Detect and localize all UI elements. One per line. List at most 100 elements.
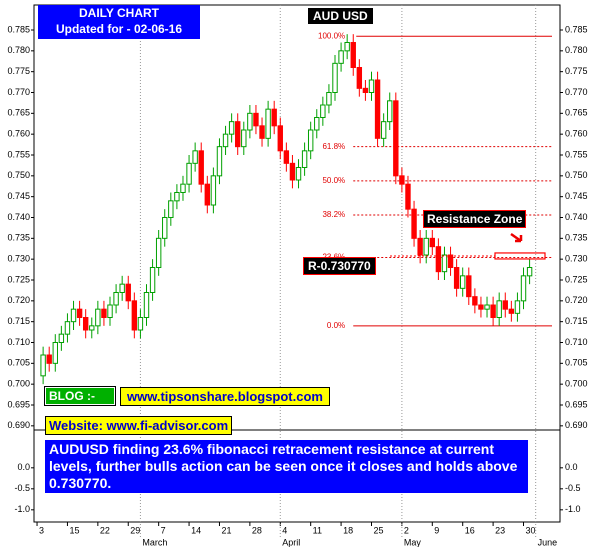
y-tick-label: 0.690 xyxy=(7,420,30,430)
x-tick-label: 29 xyxy=(130,525,140,535)
x-tick-label: 11 xyxy=(313,525,322,535)
y-tick-label: 0.740 xyxy=(565,212,588,222)
candle-body xyxy=(514,300,521,314)
candle-body xyxy=(119,283,125,293)
y-tick-label: 0.0 xyxy=(565,462,578,472)
candle-body xyxy=(204,183,211,206)
candle-body xyxy=(295,167,302,181)
y-tick-label: 0.760 xyxy=(565,129,588,139)
candle-body xyxy=(484,304,490,310)
y-tick-label: 0.710 xyxy=(565,337,588,347)
candle-body xyxy=(52,342,58,364)
candle-body xyxy=(502,300,508,310)
candle-body xyxy=(380,121,387,139)
candle-body xyxy=(216,146,223,177)
header-line: Updated for - 02-06-16 xyxy=(55,22,183,36)
x-tick-label: 30 xyxy=(526,525,536,535)
candle-body xyxy=(332,62,338,93)
website-link[interactable]: Website: www.fi-advisor.com xyxy=(45,416,233,435)
candle-body xyxy=(162,217,168,239)
y-tick-label: 0.710 xyxy=(7,337,30,347)
y-tick-label: -1.0 xyxy=(565,504,581,514)
candle-body xyxy=(405,183,411,210)
candle-body xyxy=(301,150,308,168)
fib-label: 50.0% xyxy=(322,176,345,185)
candle-body xyxy=(423,237,429,256)
x-tick-label: 15 xyxy=(69,525,79,535)
candle-body xyxy=(247,112,253,131)
x-tick-label: 7 xyxy=(161,525,166,535)
candle-body xyxy=(307,129,314,152)
y-tick-label: 0.0 xyxy=(17,462,30,472)
candle-body xyxy=(387,100,393,123)
candle-body xyxy=(472,296,478,306)
resistance-label: R-0.730770 xyxy=(303,257,376,275)
candle-body xyxy=(466,275,472,298)
y-tick-label: 0.725 xyxy=(7,274,30,284)
y-tick-label: 0.750 xyxy=(565,170,588,180)
y-tick-label: 0.785 xyxy=(565,24,588,34)
blog-link[interactable]: www.tipsonshare.blogspot.com xyxy=(120,387,330,406)
candle-body xyxy=(326,92,332,106)
y-tick-label: 0.785 xyxy=(7,24,30,34)
candle-body xyxy=(338,50,344,64)
x-tick-label: 28 xyxy=(252,525,262,535)
x-tick-label: 4 xyxy=(282,525,287,535)
x-tick-label: 9 xyxy=(434,525,439,535)
candle-body xyxy=(447,254,454,268)
x-tick-label: 23 xyxy=(495,525,505,535)
candle-body xyxy=(526,267,533,277)
y-tick-label: 0.695 xyxy=(7,399,30,409)
header-box: DAILY CHART Updated for - 02-06-16 xyxy=(38,5,200,39)
y-tick-label: 0.750 xyxy=(7,170,30,180)
month-label: April xyxy=(282,537,300,547)
candle-body xyxy=(82,317,89,331)
candle-body xyxy=(429,237,436,248)
candle-body xyxy=(441,254,448,273)
header-line: DAILY CHART xyxy=(78,6,159,20)
y-tick-label: 0.740 xyxy=(7,212,30,222)
candle-body xyxy=(235,121,241,148)
resistance-zone xyxy=(494,252,546,260)
candle-body xyxy=(490,304,496,318)
x-tick-label: 3 xyxy=(39,525,44,535)
resistance-zone-label: Resistance Zone xyxy=(423,210,527,228)
candle-body xyxy=(46,354,52,364)
y-tick-label: 0.765 xyxy=(565,108,588,118)
candle-body xyxy=(374,79,381,139)
candle-body xyxy=(64,321,71,335)
candle-body xyxy=(265,108,271,139)
y-tick-label: 0.705 xyxy=(7,358,30,368)
y-tick-label: 0.760 xyxy=(7,129,30,139)
y-tick-label: 0.695 xyxy=(565,399,588,409)
y-tick-label: 0.770 xyxy=(7,87,30,97)
candle-body xyxy=(40,354,46,377)
x-tick-label: 22 xyxy=(100,525,110,535)
candle-body xyxy=(496,300,502,319)
y-tick-label: 0.700 xyxy=(7,379,30,389)
x-tick-label: 2 xyxy=(404,525,409,535)
candle-body xyxy=(289,162,296,181)
candle-body xyxy=(399,175,405,185)
y-tick-label: 0.725 xyxy=(565,274,588,284)
y-tick-label: 0.730 xyxy=(7,254,30,264)
month-label: June xyxy=(538,537,558,547)
candle-body xyxy=(168,200,174,218)
y-tick-label: 0.720 xyxy=(7,295,30,305)
y-tick-label: -0.5 xyxy=(565,483,581,493)
candle-body xyxy=(174,192,180,202)
chart-title: AUD USD xyxy=(308,8,373,24)
candle-body xyxy=(460,275,466,289)
candle-body xyxy=(89,325,95,331)
candle-body xyxy=(186,162,192,185)
x-tick-label: 25 xyxy=(373,525,383,535)
candle-body xyxy=(58,333,65,343)
candle-body xyxy=(125,283,131,302)
x-tick-label: 18 xyxy=(343,525,353,535)
y-tick-label: 0.775 xyxy=(565,66,588,76)
x-tick-label: 14 xyxy=(191,525,201,535)
plot-frame xyxy=(33,4,561,523)
candle-body xyxy=(131,300,138,331)
